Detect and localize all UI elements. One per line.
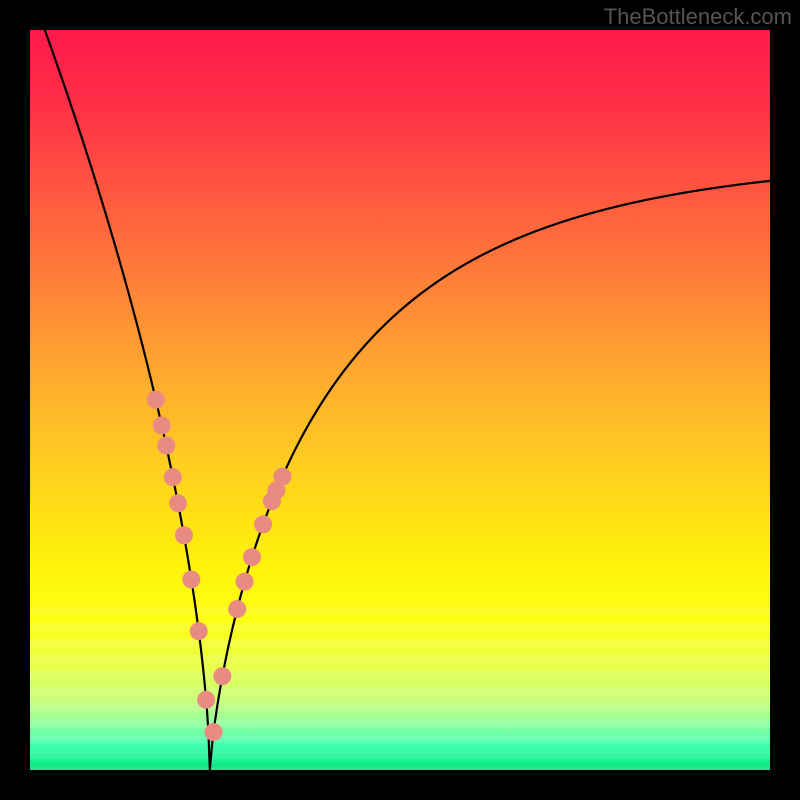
curve-marker [190,622,208,640]
gradient-band [30,639,770,647]
watermark-text: TheBottleneck.com [604,4,792,30]
curve-marker [147,391,165,409]
gradient-band [30,623,770,631]
curve-marker [243,548,261,566]
curve-marker [157,437,175,455]
gradient-band [30,671,770,679]
gradient-band [30,655,770,663]
gradient-band [30,703,770,711]
curve-marker [236,573,254,591]
curve-marker [164,468,182,486]
curve-marker [153,416,171,434]
curve-marker [228,600,246,618]
gradient-band [30,719,770,727]
gradient-band [30,751,770,759]
gradient-band [30,767,770,770]
gradient-band [30,607,770,615]
curve-marker [175,526,193,544]
gradient-band [30,687,770,695]
curve-marker [169,494,187,512]
gradient-band [30,735,770,743]
curve-marker [213,667,231,685]
gradient-and-curve [30,30,770,770]
curve-marker [273,468,291,486]
curve-marker [182,570,200,588]
curve-marker [205,723,223,741]
curve-marker [254,515,272,533]
curve-marker [197,691,215,709]
plot-area [30,30,770,770]
